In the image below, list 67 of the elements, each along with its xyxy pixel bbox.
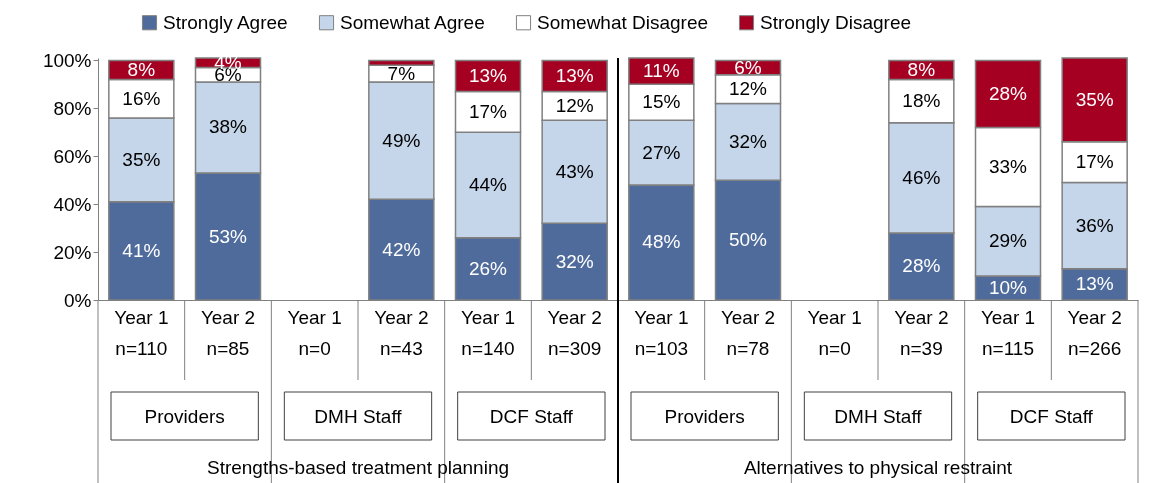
data-label: 11% (643, 60, 680, 82)
data-label: 8% (127, 58, 156, 80)
x-tick-label: Year 1 n=115 (980, 306, 1036, 359)
data-label: 35% (122, 148, 161, 170)
data-label: 6% (734, 56, 762, 78)
x-tick-label: Year 1 n=0 (807, 306, 862, 359)
text: Providers (144, 406, 225, 427)
data-label: 13% (1075, 273, 1114, 295)
data-label: 8% (907, 58, 936, 80)
data-label: 12% (555, 94, 594, 116)
data-label: 28% (988, 82, 1028, 104)
legend-label: Somewhat Agree (340, 11, 485, 33)
data-label: 43% (555, 160, 594, 182)
y-tick-label: 40% (53, 193, 92, 215)
data-label: 36% (1075, 214, 1114, 236)
x-tick-label: Year 2 n=309 (547, 306, 602, 359)
x-tick-label: Year 1 n=140 (460, 306, 516, 359)
data-label: 7% (387, 62, 416, 84)
text: DMH Staff (834, 406, 923, 427)
data-label: 28% (902, 255, 941, 277)
text: Alternatives to physical restraint (743, 457, 1013, 478)
x-tick-label: Year 2 n=43 (374, 306, 429, 359)
x-tick-label: Year 1 n=0 (287, 306, 342, 359)
data-label: 18% (902, 90, 941, 112)
x-tick-label: Year 1 n=110 (114, 306, 169, 359)
legend-label: Strongly Disagree (760, 11, 912, 33)
x-tick-label: Year 2 n=85 (200, 306, 256, 359)
data-label: 27% (642, 141, 681, 163)
y-tick-label: 80% (53, 97, 92, 119)
data-label: 10% (988, 277, 1028, 299)
data-label: 12% (728, 78, 768, 100)
text: Strengths-based treatment planning (206, 457, 510, 478)
y-tick-label: 100% (42, 49, 92, 71)
data-label: 32% (728, 130, 768, 152)
data-label: 15% (642, 91, 681, 113)
data-label: 38% (208, 116, 248, 138)
data-label: 35% (1075, 88, 1114, 110)
data-label: 13% (468, 64, 508, 86)
y-tick-label: 0% (64, 289, 92, 311)
data-label: 17% (1075, 151, 1114, 173)
data-label: 53% (208, 225, 248, 247)
legend-label: Somewhat Disagree (537, 11, 709, 33)
text: DCF Staff (489, 406, 574, 427)
data-label: 48% (642, 231, 681, 253)
text: DCF Staff (1009, 406, 1094, 427)
legend-label: Strongly Agree (163, 11, 288, 33)
data-label: 49% (382, 129, 421, 151)
text: DMH Staff (314, 406, 403, 427)
data-label: 44% (468, 173, 508, 195)
y-tick-label: 20% (53, 241, 92, 263)
data-label: 33% (988, 156, 1028, 178)
text: Providers (664, 406, 745, 427)
x-tick-label: Year 1 n=103 (634, 306, 689, 359)
x-tick-label: Year 2 n=39 (894, 306, 949, 359)
x-tick-label: Year 2 n=78 (720, 306, 776, 359)
data-label: 42% (382, 238, 421, 260)
y-tick-label: 60% (53, 145, 92, 167)
data-label: 13% (555, 64, 594, 86)
data-label: 32% (555, 250, 594, 272)
x-tick-label: Year 2 n=266 (1067, 306, 1122, 359)
data-label: 41% (122, 239, 161, 261)
data-label: 17% (468, 100, 508, 122)
data-label: 46% (902, 166, 941, 188)
data-label: 16% (122, 87, 161, 109)
data-label: 29% (988, 230, 1028, 252)
data-label: 26% (468, 257, 508, 279)
data-label: 50% (728, 229, 768, 251)
